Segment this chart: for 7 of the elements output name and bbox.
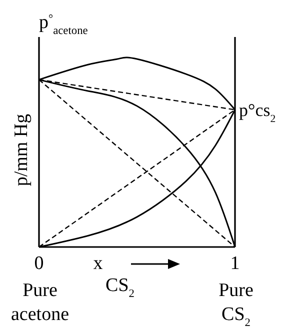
text: Pure acetone	[10, 280, 70, 325]
annotation: p°cs$_{2}$	[239, 100, 276, 125]
text: Pure CS$_{2}$	[218, 280, 254, 329]
y-axis-title: p/mm Hg	[11, 113, 32, 186]
x-tick-label: 0	[34, 253, 44, 274]
x-axis-title: x CS$_{2}$	[93, 253, 135, 300]
x-tick-label: 1	[230, 253, 240, 274]
